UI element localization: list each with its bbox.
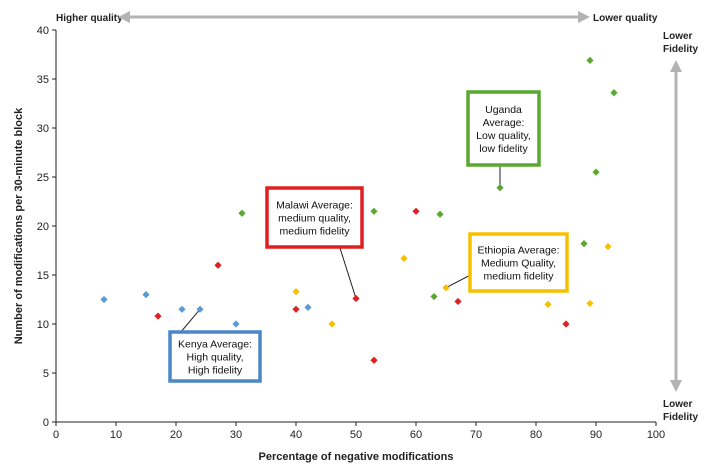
quality-arrow-left-head [118, 11, 130, 23]
data-point-ethiopia [292, 288, 300, 296]
y-tick-label: 20 [37, 221, 49, 233]
data-points [100, 56, 618, 364]
callout-text-malawi: medium quality, [278, 213, 351, 225]
callout-box-ethiopia [468, 232, 569, 293]
right-top-label-line2: Fidelity [663, 44, 698, 55]
x-tick-label: 30 [230, 429, 242, 441]
data-point-uganda [436, 210, 444, 218]
data-point-kenya [196, 305, 204, 313]
data-point-ethiopia [586, 299, 594, 308]
x-tick-label: 20 [170, 429, 182, 441]
x-axis-ticks: 0 10 20 30 40 50 60 70 80 90 100 [53, 422, 665, 441]
data-point-kenya [232, 320, 240, 328]
callout-text-uganda: Low quality, [476, 130, 531, 142]
data-point-uganda [238, 209, 246, 217]
data-point-malawi [154, 312, 162, 320]
x-tick-label: 90 [590, 429, 602, 441]
x-tick-label: 10 [110, 429, 122, 441]
data-point-malawi [214, 261, 222, 269]
data-point-malawi [370, 356, 378, 364]
callouts: Kenya Average:High quality,High fidelity… [168, 90, 569, 383]
top-right-label: Lower quality [593, 13, 658, 24]
y-tick-label: 5 [43, 368, 49, 380]
data-point-uganda [610, 89, 618, 97]
data-point-ethiopia [604, 242, 612, 251]
callout-text-ethiopia: Medium Quality, [481, 258, 556, 270]
data-point-kenya [142, 291, 150, 299]
data-point-malawi [352, 294, 360, 303]
y-tick-label: 40 [37, 25, 49, 37]
y-axis-title: Number of modifications per 30-minute bl… [13, 107, 25, 344]
x-tick-label: 40 [290, 429, 302, 441]
callout-box-malawi [265, 186, 364, 249]
callout-text-malawi: Malawi Average: [276, 200, 353, 212]
data-point-uganda [592, 168, 600, 176]
callout-box-uganda [466, 90, 541, 167]
right-bottom-label-line2: Fidelity [663, 412, 698, 423]
data-point-kenya [178, 305, 186, 313]
right-bottom-label-line1: Lower [663, 399, 693, 410]
callout-text-kenya: High fidelity [188, 365, 243, 377]
data-point-malawi [292, 305, 300, 313]
callout-text-uganda: Uganda [485, 104, 522, 116]
callout-leader-malawi [339, 247, 357, 299]
y-tick-label: 0 [43, 417, 49, 429]
y-tick-label: 10 [37, 319, 49, 331]
data-point-uganda [580, 240, 588, 248]
callout-text-kenya: High quality, [186, 352, 243, 364]
data-point-uganda [430, 292, 438, 301]
y-tick-label: 25 [37, 172, 49, 184]
callout-text-uganda: low fidelity [479, 143, 528, 155]
data-point-ethiopia [442, 284, 450, 292]
x-tick-label: 100 [647, 429, 665, 441]
fidelity-arrow-bottom-head [670, 380, 682, 392]
data-point-uganda [370, 207, 378, 215]
data-point-uganda [586, 56, 594, 64]
data-point-uganda [496, 184, 504, 192]
x-tick-label: 0 [53, 429, 59, 441]
data-point-malawi [412, 207, 420, 215]
callout-text-ethiopia: medium fidelity [483, 271, 554, 283]
y-tick-label: 15 [37, 270, 49, 282]
callout-text-ethiopia: Ethiopia Average: [477, 245, 559, 257]
callout-box-kenya [168, 330, 262, 383]
x-axis-title: Percentage of negative modifications [259, 451, 454, 463]
top-left-label: Higher quality [56, 13, 123, 24]
callout-leader-kenya [179, 308, 201, 334]
x-tick-label: 50 [350, 429, 362, 441]
data-point-ethiopia [400, 254, 408, 262]
fidelity-arrow-top-head [670, 60, 682, 72]
x-tick-label: 80 [530, 429, 542, 441]
data-point-kenya [100, 295, 108, 304]
data-point-malawi [562, 320, 570, 328]
data-point-malawi [454, 297, 462, 306]
y-tick-label: 30 [37, 123, 49, 135]
x-tick-label: 70 [470, 429, 482, 441]
callout-text-kenya: Kenya Average: [178, 339, 252, 351]
y-axis-ticks: 0 5 10 15 20 25 30 35 40 [37, 25, 56, 429]
callout-text-uganda: Average: [483, 117, 525, 129]
quality-arrow-right-head [578, 11, 590, 23]
y-tick-label: 35 [37, 74, 49, 86]
callout-text-malawi: medium fidelity [279, 226, 350, 238]
data-point-ethiopia [544, 300, 552, 308]
right-top-label-line1: Lower [663, 31, 693, 42]
data-point-ethiopia [328, 320, 336, 328]
x-tick-label: 60 [410, 429, 422, 441]
data-point-kenya [304, 303, 312, 311]
